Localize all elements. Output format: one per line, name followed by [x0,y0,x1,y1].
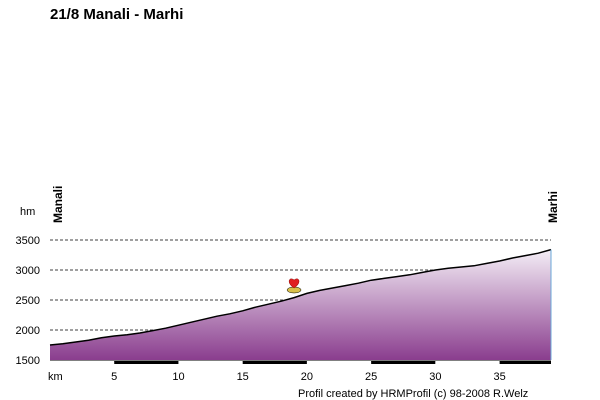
chart-title: 21/8 Manali - Marhi [50,6,183,23]
x-tick-label: 15 [237,371,249,383]
x-tick-label: 25 [365,371,377,383]
x-tick-label: 20 [301,371,313,383]
x-tick-label: 30 [429,371,441,383]
km-scale-segment [499,361,551,364]
credit-text: Profil created by HRMProfil (c) 98-2008 … [298,388,528,400]
km-scale-segment [242,361,307,364]
km-scale-segment [114,361,179,364]
x-tick-label: 35 [493,371,505,383]
x-axis-ticks: 5 10 15 20 25 30 35 [111,371,506,383]
y-axis-label: hm [20,206,35,218]
km-scale-bar [50,361,551,364]
km-scale-segment [435,361,500,364]
start-location-label: Manali [51,186,65,223]
y-tick-label: 1500 [16,355,40,367]
elevation-area [50,249,551,360]
end-location-label: Marhi [546,191,560,223]
km-scale-segment [178,361,243,364]
km-scale-segment [50,361,115,364]
km-scale-segment [306,361,372,364]
x-axis-label: km [48,371,63,383]
elevation-line [49,248,552,346]
y-tick-label: 2500 [16,295,40,307]
heart-icon [286,278,302,294]
x-tick-label: 5 [111,371,117,383]
y-axis-ticks: 1500 2000 2500 3000 3500 [16,235,40,367]
km-scale-segment [371,361,436,364]
y-tick-label: 3000 [16,265,40,277]
y-tick-label: 3500 [16,235,40,247]
y-tick-label: 2000 [16,325,40,337]
x-tick-label: 10 [172,371,184,383]
